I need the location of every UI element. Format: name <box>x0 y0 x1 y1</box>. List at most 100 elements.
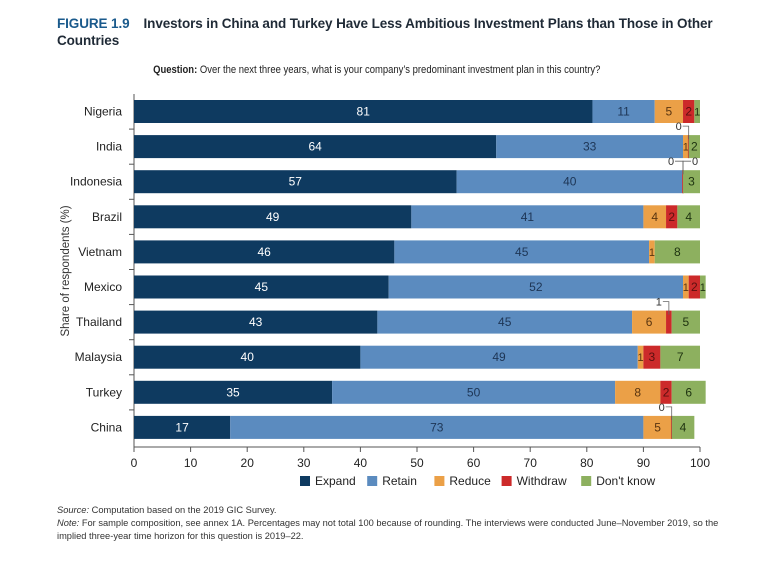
bar-segment-don-t-know <box>683 170 700 194</box>
bar-segment-expand <box>134 135 497 159</box>
source-label: Source: <box>57 505 90 515</box>
data-label: 45 <box>515 245 529 259</box>
legend-label: Withdraw <box>517 474 567 488</box>
bar-segment-don-t-know <box>688 135 700 159</box>
data-label: 73 <box>430 420 444 434</box>
bar-segment-reduce <box>637 345 644 369</box>
bar-segment-reduce <box>683 275 689 299</box>
category-label: Thailand <box>76 315 122 329</box>
data-label: 2 <box>663 385 670 399</box>
bar-segment-reduce <box>615 380 661 404</box>
data-label: 2 <box>691 140 698 154</box>
x-tick-label: 100 <box>690 456 710 470</box>
data-label: 5 <box>666 105 673 119</box>
data-label: 6 <box>685 385 692 399</box>
bar-segment-expand <box>134 100 593 123</box>
callout-label: 0 <box>668 156 674 168</box>
data-label: 35 <box>226 385 240 399</box>
figure-notes: Source: Computation based on the 2019 GI… <box>57 504 737 543</box>
data-label: 46 <box>258 245 272 259</box>
figure-title: FIGURE 1.9 Investors in China and Turkey … <box>57 15 737 49</box>
bar-segment-don-t-know <box>671 310 700 334</box>
category-label: Malaysia <box>75 350 123 364</box>
data-label: 4 <box>685 210 692 224</box>
category-label: India <box>96 140 122 154</box>
bar-segment-reduce <box>654 100 684 123</box>
bar-segment-expand <box>134 240 395 264</box>
bar-segment-retain <box>394 240 650 264</box>
bar-segment-withdraw <box>660 380 672 404</box>
data-label: 52 <box>529 280 543 294</box>
data-label: 3 <box>688 175 695 189</box>
data-label: 4 <box>651 210 658 224</box>
category-label: China <box>91 420 123 434</box>
data-label: 43 <box>249 315 263 329</box>
bar-segment-don-t-know <box>654 240 700 264</box>
data-label: 81 <box>357 105 371 119</box>
bar-segment-retain <box>332 380 616 404</box>
question-label: Question: <box>153 64 198 76</box>
data-label: 3 <box>649 350 656 364</box>
data-label: 1 <box>700 282 706 294</box>
data-label: 7 <box>677 350 684 364</box>
bar-segment-retain <box>411 205 644 229</box>
bar-segment-expand <box>134 415 231 439</box>
callout-leader-line <box>682 125 690 140</box>
callout-label: 0 <box>692 156 698 168</box>
data-label: 2 <box>685 105 692 119</box>
bar-segment-reduce <box>643 415 672 439</box>
data-label: 45 <box>255 280 269 294</box>
bar-segment-reduce <box>632 310 667 334</box>
source-line: Source: Computation based on the 2019 GI… <box>57 504 737 517</box>
category-label: Turkey <box>86 385 122 399</box>
data-label: 11 <box>617 105 630 119</box>
bar-segment-retain <box>388 275 684 299</box>
data-label: 64 <box>308 140 322 154</box>
category-label: Indonesia <box>70 175 122 189</box>
data-label: 45 <box>498 315 512 329</box>
legend-swatch <box>434 476 445 486</box>
x-tick-label: 70 <box>524 456 538 470</box>
bar-segment-expand <box>134 205 412 229</box>
callout-leader-line <box>682 160 692 175</box>
x-tick-label: 60 <box>467 456 481 470</box>
bar-segment-withdraw <box>643 345 661 369</box>
bar-segment-reduce <box>643 205 667 229</box>
data-label: 33 <box>583 140 597 154</box>
bar-segment-retain <box>360 345 638 369</box>
legend-swatch <box>581 476 592 486</box>
data-label: 4 <box>680 420 687 434</box>
data-label: 6 <box>646 315 653 329</box>
x-tick-label: 80 <box>580 456 594 470</box>
bar-segment-retain <box>592 100 655 123</box>
bar-segment-withdraw <box>683 100 695 123</box>
category-label: Nigeria <box>84 105 122 119</box>
category-label: Vietnam <box>78 245 122 259</box>
data-label: 1 <box>638 352 644 364</box>
data-label: 1 <box>683 142 689 154</box>
x-tick-label: 90 <box>637 456 651 470</box>
callout-label: 1 <box>656 297 662 309</box>
data-label: 41 <box>521 210 535 224</box>
data-label: 50 <box>467 385 481 399</box>
x-tick-label: 40 <box>354 456 368 470</box>
callout-label: 0 <box>676 121 682 133</box>
bar-segment-don-t-know <box>660 345 700 369</box>
bar-segment-don-t-know <box>694 100 700 123</box>
bar-segment-expand <box>134 170 457 194</box>
bar-segment-retain <box>456 170 684 194</box>
data-label: 17 <box>175 420 189 434</box>
legend-label: Reduce <box>449 474 491 488</box>
note-label: Note: <box>57 518 80 528</box>
data-label: 2 <box>668 210 675 224</box>
y-axis-title: Share of respondents (%) <box>60 205 72 336</box>
bar-segment-expand <box>134 310 378 334</box>
figure-title-text: Investors in China and Turkey Have Less … <box>57 16 713 48</box>
bar-segment-don-t-know <box>677 205 700 229</box>
x-tick-label: 20 <box>241 456 255 470</box>
data-label: 1 <box>649 247 655 259</box>
data-label: 5 <box>654 420 661 434</box>
bar-segment-retain <box>377 310 633 334</box>
data-label: 40 <box>241 350 255 364</box>
bar-segment-reduce <box>683 135 689 159</box>
